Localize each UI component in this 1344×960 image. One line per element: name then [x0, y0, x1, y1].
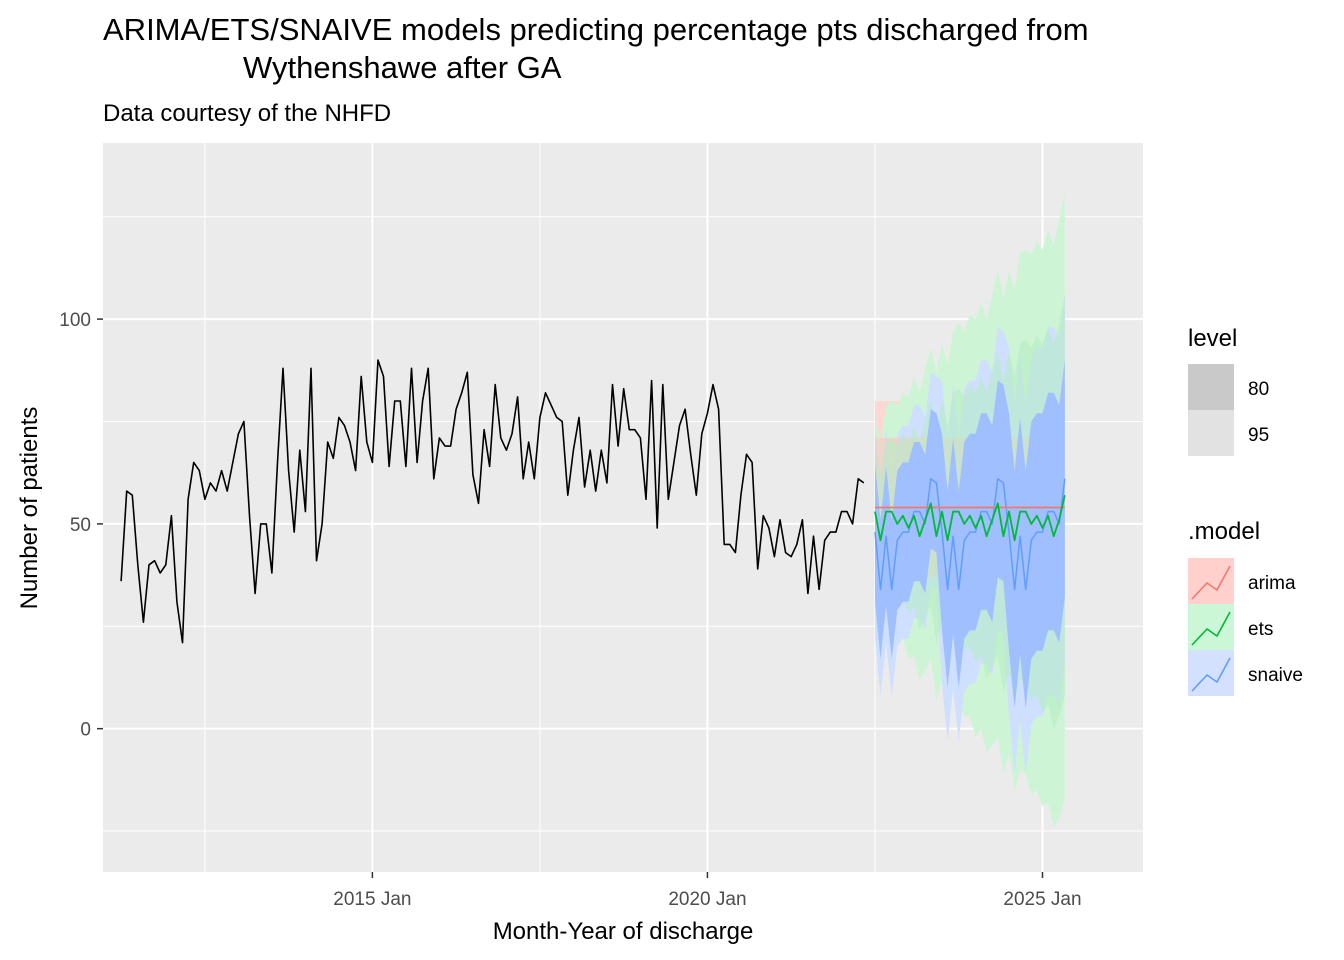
- chart-title-line2: Wythenshawe after GA: [243, 50, 562, 85]
- x-axis-title: Month-Year of discharge: [493, 918, 754, 945]
- legend-key-ets: [1188, 604, 1234, 650]
- band-snaive-80: [875, 360, 1065, 709]
- series-line-history: [120, 359, 865, 644]
- legend-key-80: [1188, 364, 1234, 410]
- legend-level: level 80 95: [1188, 325, 1269, 456]
- chart-subtitle: Data courtesy of the NHFD: [103, 100, 391, 127]
- legend-label-95: 95: [1248, 425, 1269, 446]
- legend-key-snaive: [1188, 650, 1234, 696]
- x-tick-label: 2015 Jan: [333, 889, 411, 910]
- legend-key-95: [1188, 410, 1234, 456]
- legend-label-ets: ets: [1248, 619, 1273, 640]
- legend-label-80: 80: [1248, 379, 1269, 400]
- chart-title-line1: ARIMA/ETS/SNAIVE models predicting perce…: [103, 12, 1089, 47]
- legend-key-arima: [1188, 558, 1234, 604]
- y-tick-label: 100: [59, 310, 91, 331]
- x-tick-label: 2025 Jan: [1003, 889, 1081, 910]
- legend-model-title: .model: [1188, 518, 1260, 545]
- legend-model: .model arima ets snaive: [1188, 518, 1303, 696]
- series-line-ets: [874, 495, 1066, 542]
- x-axis-ticks: 2015 Jan 2020 Jan 2025 Jan: [333, 872, 1082, 910]
- series-lines: [120, 359, 1066, 644]
- legend-label-snaive: snaive: [1248, 665, 1303, 686]
- legend-key-line-ets: [1191, 611, 1231, 646]
- y-tick-label: 0: [80, 720, 91, 741]
- series-line-snaive: [874, 478, 1066, 591]
- y-tick-label: 50: [70, 515, 91, 536]
- x-tick-label: 2020 Jan: [668, 889, 746, 910]
- y-axis-title: Number of patients: [16, 407, 43, 610]
- legend-level-title: level: [1188, 325, 1237, 352]
- y-axis-ticks: 0 50 100: [59, 310, 103, 741]
- legend-label-arima: arima: [1248, 573, 1296, 594]
- legend-key-line-snaive: [1191, 657, 1231, 692]
- legend-key-line-arima: [1191, 565, 1231, 600]
